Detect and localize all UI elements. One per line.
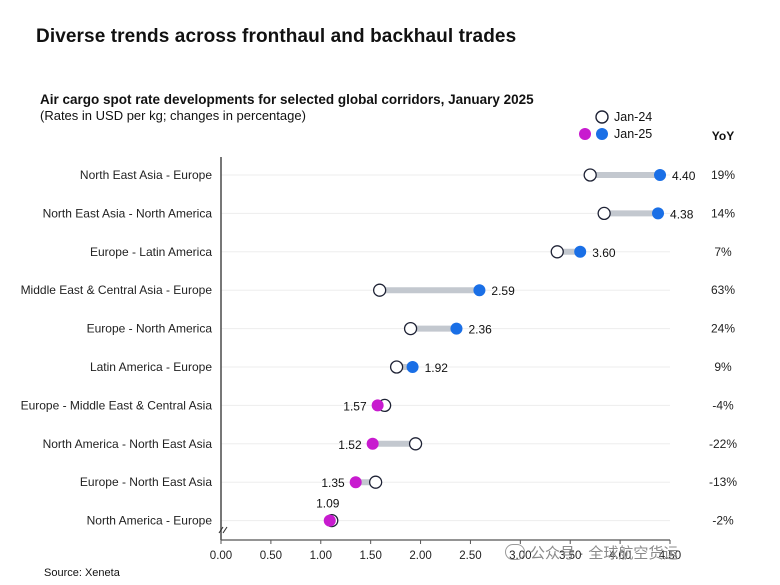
- corridor-label: North America - Europe: [87, 514, 213, 528]
- value-label: 3.60: [592, 246, 616, 260]
- jan24-marker: [597, 206, 611, 221]
- jan25-marker: [473, 284, 486, 297]
- value-label: 2.59: [491, 284, 515, 298]
- jan24-marker: [550, 245, 564, 259]
- value-label: 1.35: [321, 476, 345, 490]
- jan25-marker: [654, 169, 667, 181]
- corridor-row: North East Asia - North America 4.38 14%: [43, 206, 736, 221]
- corridor-label: Latin America - Europe: [90, 360, 212, 374]
- rows-layer: North East Asia - Europe 4.40 19%North Eas…: [21, 168, 738, 528]
- jan25-marker: [450, 322, 463, 335]
- jan24-marker: [408, 437, 423, 451]
- yoy-value: 9%: [714, 360, 732, 374]
- axis-break-mark: [222, 526, 228, 534]
- yoy-value: -22%: [709, 437, 737, 451]
- legend: Jan-24 Jan-25 YoY: [579, 110, 734, 143]
- value-label: 1.09: [316, 497, 340, 511]
- value-label: 2.36: [468, 323, 492, 337]
- jan25-marker: [323, 514, 336, 527]
- source-note: Source: Xeneta: [44, 567, 120, 579]
- corridor-row: Europe - North East Asia 1.35 -13%: [80, 475, 737, 490]
- legend-marker-jan25-decrease: [579, 128, 591, 140]
- yoy-header: YoY: [712, 129, 734, 143]
- yoy-value: -13%: [709, 475, 737, 489]
- x-tick-label: 1.50: [359, 550, 381, 562]
- corridor-label: Europe - North East Asia: [80, 475, 212, 489]
- corridor-row: Europe - North America 2.36 24%: [87, 322, 736, 337]
- value-label: 4.40: [672, 169, 696, 183]
- corridor-row: North East Asia - Europe 4.40 19%: [80, 168, 735, 183]
- jan25-marker: [366, 437, 379, 450]
- x-tick-label: 0.50: [260, 550, 282, 562]
- legend-marker-jan25-increase: [596, 128, 608, 140]
- corridor-label: North America - North East Asia: [43, 437, 213, 451]
- jan24-marker: [583, 168, 597, 182]
- jan24-marker: [369, 475, 383, 489]
- jan25-marker: [652, 207, 665, 220]
- corridor-row: Latin America - Europe 1.92 9%: [90, 360, 732, 375]
- jan25-marker: [574, 245, 587, 258]
- value-label: 1.52: [338, 438, 362, 452]
- yoy-value: 14%: [711, 206, 735, 220]
- chart-title: Air cargo spot rate developments for sel…: [40, 92, 534, 107]
- jan25-marker: [406, 361, 419, 373]
- corridor-label: Europe - Middle East & Central Asia: [21, 398, 213, 412]
- chart-subtitle: (Rates in USD per kg; changes in percent…: [40, 108, 306, 123]
- jan24-marker: [389, 360, 404, 374]
- watermark: 公众号 · 全球航空货运: [505, 542, 678, 563]
- yoy-value: 7%: [714, 245, 732, 259]
- corridor-label: Europe - Latin America: [90, 245, 212, 259]
- corridor-row: Europe - Middle East & Central Asia 1.57 -…: [21, 398, 734, 413]
- value-label: 1.57: [343, 399, 367, 413]
- legend-label-jan25: Jan-25: [614, 127, 652, 141]
- axis-break-mark: [218, 526, 224, 534]
- jan24-marker: [403, 321, 418, 336]
- corridor-label: North East Asia - North America: [43, 206, 213, 220]
- value-label: 4.38: [670, 207, 694, 221]
- chat-icon: [505, 544, 525, 560]
- corridor-row: Europe - Latin America 3.60 7%: [90, 245, 732, 260]
- x-tick-label: 4.00: [609, 550, 631, 562]
- axis-layer: 0.00 0.50 1.00 1.50 2.00 2.50 3.00 3.50 4.00 4.50: [210, 157, 681, 562]
- x-tick-label: 1.00: [310, 550, 332, 562]
- legend-marker-jan24: [595, 110, 609, 124]
- yoy-value: -4%: [712, 398, 734, 412]
- yoy-value: 63%: [711, 283, 735, 297]
- x-tick-label: 2.50: [459, 550, 481, 562]
- jan24-marker: [372, 283, 387, 297]
- watermark-text: 公众号 · 全球航空货运: [530, 545, 679, 562]
- grid-layer: [221, 174, 670, 522]
- yoy-value: 24%: [711, 322, 735, 336]
- corridor-label: Middle East & Central Asia - Europe: [21, 283, 213, 297]
- x-tick-label: 3.50: [559, 550, 581, 562]
- x-tick-label: 0.00: [210, 550, 232, 562]
- corridor-label: North East Asia - Europe: [80, 168, 212, 182]
- value-label: 1.92: [425, 361, 449, 375]
- jan25-marker: [349, 476, 362, 489]
- corridor-label: Europe - North America: [87, 322, 213, 336]
- x-tick-label: 4.50: [659, 550, 681, 562]
- corridor-row: North America - Europe 1.09 -2%: [87, 497, 734, 528]
- page-title: Diverse trends across fronthaul and back…: [36, 26, 517, 47]
- yoy-value: 19%: [711, 168, 735, 182]
- x-tick-label: 2.00: [409, 550, 431, 562]
- legend-label-jan24: Jan-24: [614, 110, 652, 124]
- yoy-value: -2%: [712, 514, 734, 528]
- corridor-row: Middle East & Central Asia - Europe 2.59 6…: [21, 283, 736, 298]
- corridor-row: North America - North East Asia 1.52 -22%: [43, 437, 738, 452]
- jan25-marker: [371, 399, 384, 412]
